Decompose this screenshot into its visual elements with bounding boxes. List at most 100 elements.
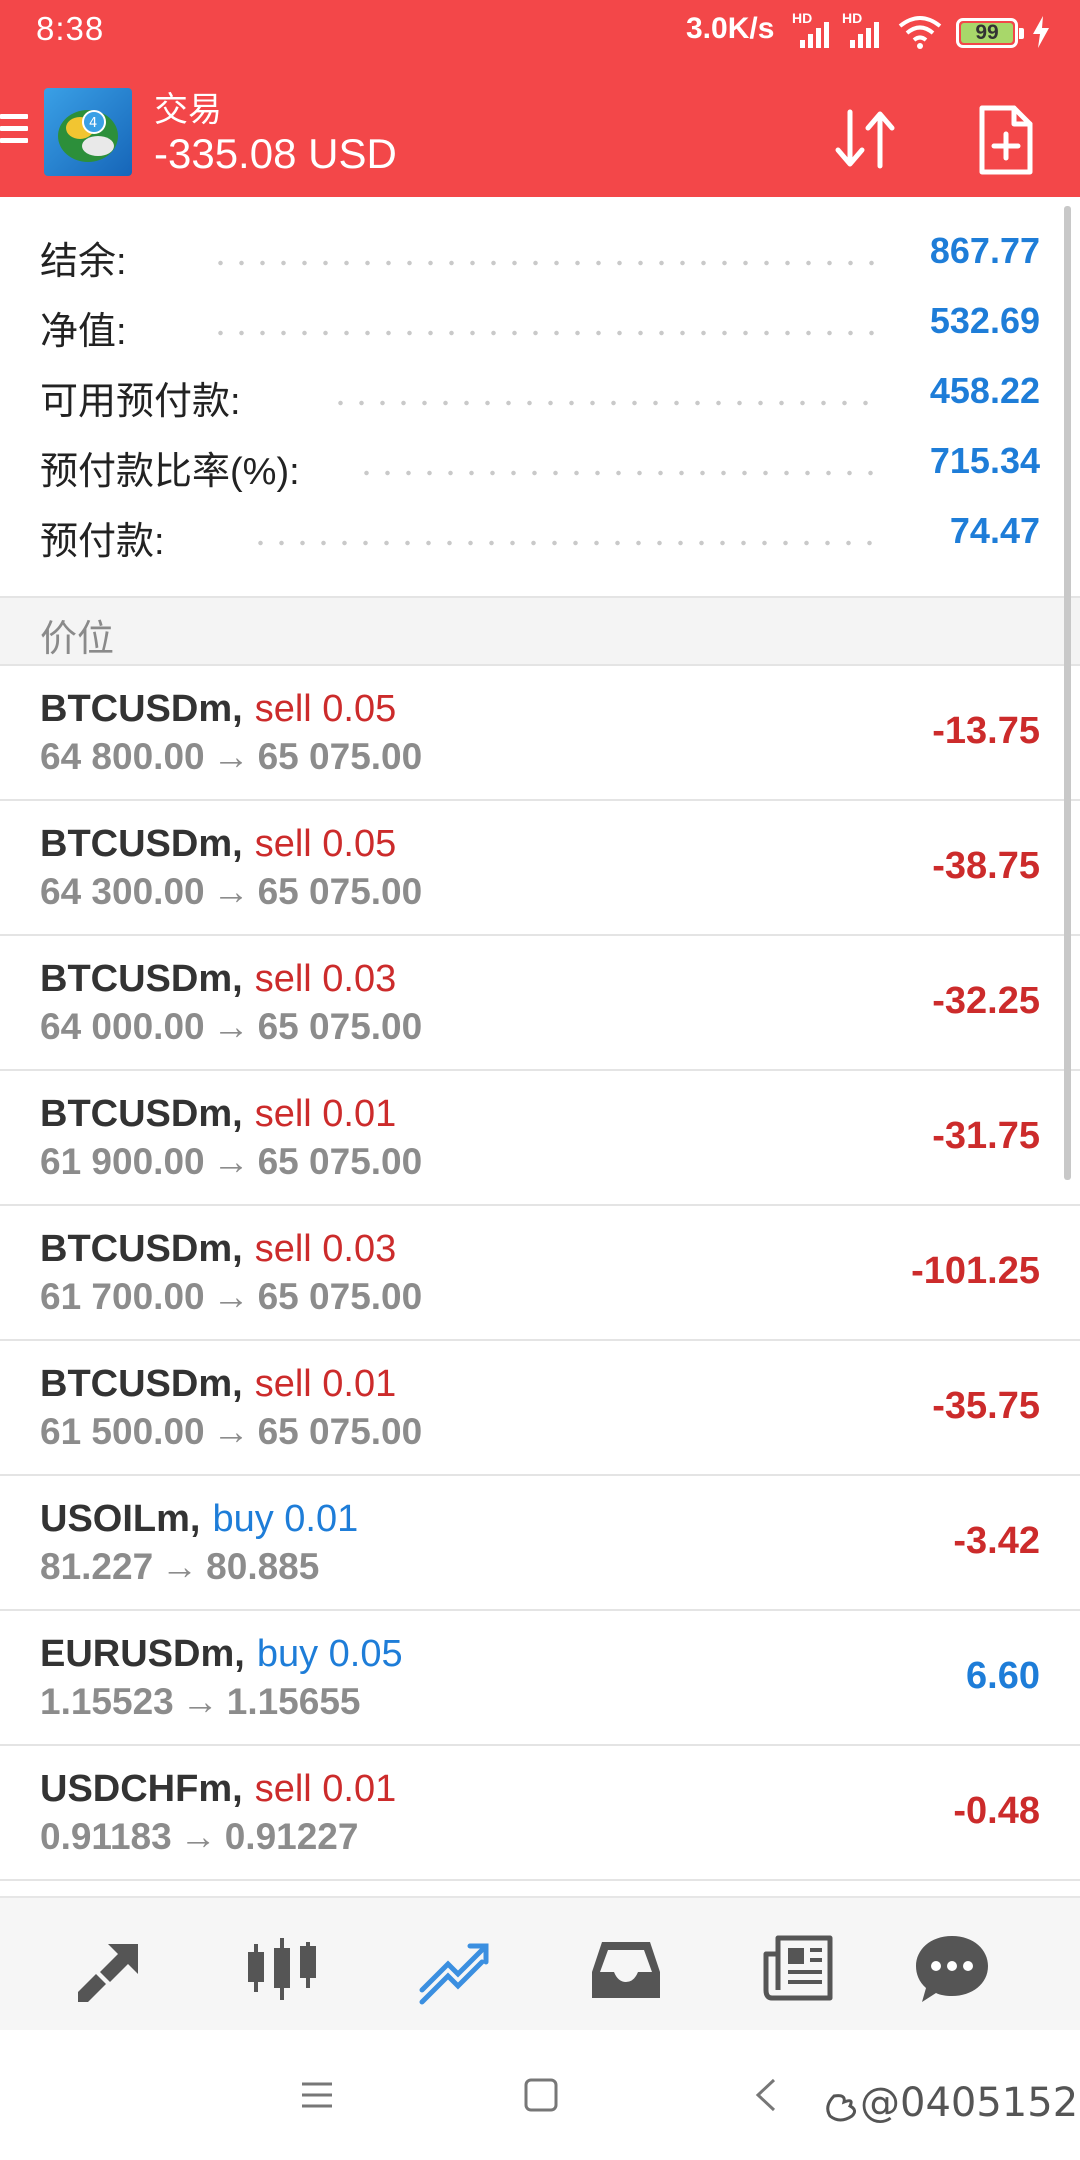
summary-row-margin: 预付款: 74.47 <box>0 502 1080 572</box>
app-header: 8:38 3.0K/s HD HD 99 <box>0 0 1080 197</box>
history-icon[interactable] <box>586 1928 666 2008</box>
open-price: 64 800.00 <box>40 736 205 777</box>
summary-row-equity: 净值: 532.69 <box>0 292 1080 362</box>
position-symbol: BTCUSDm <box>40 1093 233 1135</box>
header-balance: -335.08 USD <box>154 130 397 177</box>
signal-icon: HD <box>792 10 840 48</box>
summary-label: 预付款: <box>40 521 165 563</box>
battery-icon: 99 <box>956 18 1024 48</box>
arrow-right-icon: → <box>212 1006 250 1047</box>
position-side: sell 0.03 <box>254 958 397 1000</box>
summary-row-balance: 结余: 867.77 <box>0 222 1080 292</box>
status-time: 8:38 <box>36 10 105 47</box>
summary-value: 74.47 <box>949 510 1040 551</box>
current-price: 1.15655 <box>226 1681 361 1722</box>
position-profit: -101.25 <box>911 1250 1040 1292</box>
page-title: 交易 <box>154 91 222 129</box>
open-price: 81.227 <box>40 1546 154 1587</box>
position-row[interactable]: BTCUSDm, sell 0.01 61 500.00 → 65 075.00 -3… <box>0 1341 1080 1476</box>
arrow-right-icon: → <box>212 1411 250 1452</box>
quotes-icon[interactable] <box>68 1928 148 2008</box>
position-profit: -38.75 <box>932 845 1040 887</box>
position-side: sell 0.05 <box>254 688 397 730</box>
arrow-right-icon: → <box>212 736 250 777</box>
dot-leader <box>210 260 880 266</box>
summary-value: 867.77 <box>929 230 1040 271</box>
position-profit: 6.60 <box>966 1655 1040 1697</box>
weibo-logo-icon <box>826 2094 857 2122</box>
open-price: 61 900.00 <box>40 1141 205 1182</box>
position-symbol: BTCUSDm <box>40 1228 233 1270</box>
new-order-icon[interactable] <box>966 100 1046 180</box>
open-price: 1.15523 <box>40 1681 174 1722</box>
position-row[interactable]: BTCUSDm, sell 0.05 64 800.00 → 65 075.00 -1… <box>0 666 1080 801</box>
svg-text:4: 4 <box>89 116 97 131</box>
position-symbol: USDCHFm <box>40 1768 233 1810</box>
position-symbol: BTCUSDm <box>40 688 233 730</box>
position-side: sell 0.03 <box>254 1228 397 1270</box>
arrow-right-icon: → <box>212 1141 250 1182</box>
charging-icon <box>1033 16 1049 48</box>
arrow-right-icon: → <box>181 1681 219 1722</box>
summary-label: 净值: <box>40 311 127 353</box>
chat-icon[interactable] <box>912 1928 992 2008</box>
current-price: 65 075.00 <box>257 1411 423 1452</box>
position-profit: -35.75 <box>932 1385 1040 1427</box>
position-symbol: EURUSDm <box>40 1633 235 1675</box>
section-title: 价位 <box>40 618 114 659</box>
trade-icon[interactable] <box>414 1928 494 2008</box>
position-symbol: BTCUSDm <box>40 823 233 865</box>
position-symbol: USOILm <box>40 1498 190 1540</box>
recents-icon[interactable] <box>292 2070 342 2120</box>
position-row[interactable]: BTCUSDm, sell 0.03 61 700.00 → 65 075.00 -1… <box>0 1206 1080 1341</box>
bottom-nav <box>0 1896 1080 2030</box>
news-icon[interactable] <box>760 1928 840 2008</box>
position-profit: -3.42 <box>953 1520 1040 1562</box>
current-price: 65 075.00 <box>257 871 423 912</box>
summary-label: 结余: <box>40 241 127 283</box>
position-row[interactable]: BTCUSDm, sell 0.05 64 300.00 → 65 075.00 -3… <box>0 801 1080 936</box>
scrollbar[interactable] <box>1064 206 1071 1180</box>
open-price: 0.91183 <box>40 1816 172 1857</box>
positions-list: BTCUSDm, sell 0.05 64 800.00 → 65 075.00 -1… <box>0 666 1080 1881</box>
position-side: sell 0.05 <box>254 823 397 865</box>
chart-icon[interactable] <box>242 1928 322 2008</box>
current-price: 65 075.00 <box>257 1276 423 1317</box>
summary-value: 715.34 <box>929 440 1040 481</box>
arrow-right-icon: → <box>161 1546 199 1587</box>
current-price: 80.885 <box>206 1546 320 1587</box>
menu-icon[interactable] <box>0 114 30 150</box>
dot-leader <box>250 540 880 546</box>
divider <box>0 664 1080 666</box>
summary-value: 458.22 <box>929 370 1040 411</box>
position-profit: -0.48 <box>953 1790 1040 1832</box>
home-icon[interactable] <box>516 2070 566 2120</box>
position-row[interactable]: EURUSDm, buy 0.05 1.15523 → 1.15655 6.60 <box>0 1611 1080 1746</box>
account-summary: 结余: 867.77 净值: 532.69 可用预付款: 458.22 预付款比… <box>0 222 1080 572</box>
position-row[interactable]: BTCUSDm, sell 0.03 64 000.00 → 65 075.00 -3… <box>0 936 1080 1071</box>
position-row[interactable]: BTCUSDm, sell 0.01 61 900.00 → 65 075.00 -3… <box>0 1071 1080 1206</box>
arrow-right-icon: → <box>212 871 250 912</box>
position-side: buy 0.01 <box>212 1498 359 1540</box>
back-icon[interactable] <box>742 2070 792 2120</box>
app-logo: 4 <box>44 88 132 176</box>
position-row[interactable]: USOILm, buy 0.01 81.227 → 80.885 -3.42 <box>0 1476 1080 1611</box>
system-nav-bar <box>0 2030 1080 2160</box>
open-price: 64 300.00 <box>40 871 205 912</box>
current-price: 65 075.00 <box>257 1141 423 1182</box>
arrow-right-icon: → <box>212 1276 250 1317</box>
arrow-right-icon: → <box>179 1816 217 1857</box>
current-price: 65 075.00 <box>257 736 423 777</box>
sort-icon[interactable] <box>826 100 906 180</box>
position-row[interactable]: USDCHFm, sell 0.01 0.91183 → 0.91227 -0.48 <box>0 1746 1080 1881</box>
section-header-prices: 价位 <box>0 598 1080 666</box>
dot-leader <box>356 470 880 476</box>
position-profit: -13.75 <box>932 710 1040 752</box>
status-bar: 8:38 3.0K/s HD HD 99 <box>0 0 1080 64</box>
position-side: sell 0.01 <box>254 1363 397 1405</box>
dot-leader <box>210 330 880 336</box>
summary-value: 532.69 <box>929 300 1040 341</box>
dot-leader <box>330 400 880 406</box>
wifi-icon <box>898 16 942 49</box>
open-price: 64 000.00 <box>40 1006 205 1047</box>
